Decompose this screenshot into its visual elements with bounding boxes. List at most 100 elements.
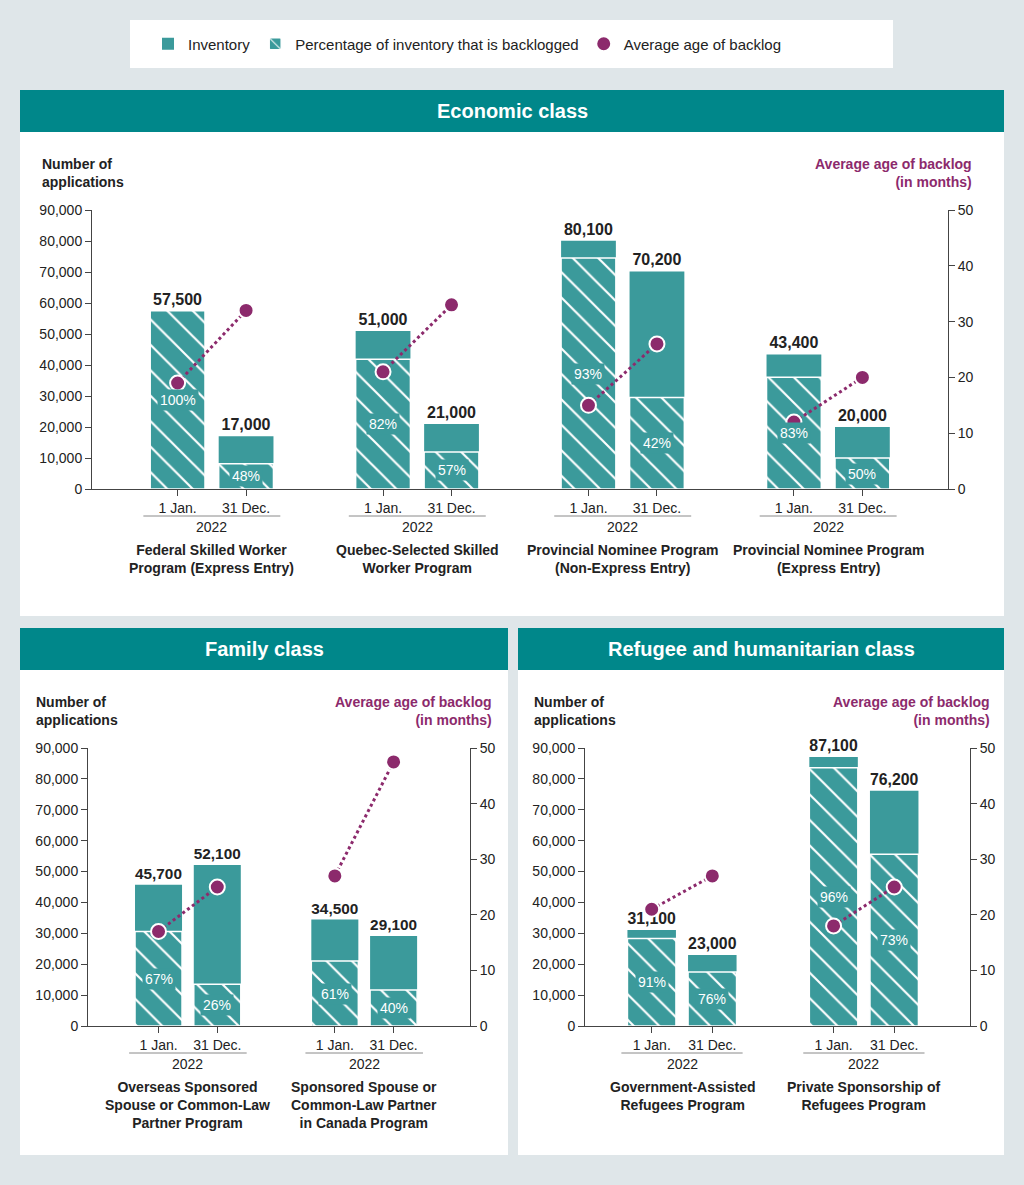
svg-text:20,000: 20,000 [532,956,575,972]
svg-text:50: 50 [480,740,496,756]
svg-text:20: 20 [958,369,974,385]
svg-text:30: 30 [980,851,996,867]
svg-text:10,000: 10,000 [532,987,575,1003]
svg-text:100%: 100% [160,392,196,408]
svg-text:42%: 42% [643,435,671,451]
svg-text:50: 50 [958,202,974,218]
svg-text:Provincial Nominee Program(Non: Provincial Nominee Program(Non-Express E… [527,542,718,576]
svg-text:20: 20 [980,907,996,923]
svg-text:70,000: 70,000 [532,802,575,818]
svg-text:82%: 82% [369,416,397,432]
svg-text:1 Jan.: 1 Jan. [364,500,402,516]
svg-text:52,100: 52,100 [194,845,241,862]
svg-text:Average age of backlog: Average age of backlog [624,36,781,53]
svg-text:20: 20 [480,907,496,923]
svg-text:60,000: 60,000 [35,833,78,849]
svg-text:45,700: 45,700 [135,865,182,882]
svg-text:57,500: 57,500 [153,291,202,308]
svg-text:26%: 26% [203,997,231,1013]
svg-text:40: 40 [958,258,974,274]
svg-text:50%: 50% [848,466,876,482]
svg-text:Provincial Nominee Program(Exp: Provincial Nominee Program(Express Entry… [733,542,924,576]
svg-text:31 Dec.: 31 Dec. [222,500,270,516]
svg-text:2022: 2022 [172,1056,203,1072]
svg-text:31 Dec.: 31 Dec. [427,500,475,516]
svg-text:1 Jan.: 1 Jan. [316,1037,354,1053]
svg-text:31 Dec.: 31 Dec. [633,500,681,516]
svg-text:10: 10 [958,425,974,441]
svg-text:Family class: Family class [205,638,324,660]
svg-text:31 Dec.: 31 Dec. [870,1037,918,1053]
svg-text:48%: 48% [232,468,260,484]
svg-text:90,000: 90,000 [532,740,575,756]
svg-text:80,000: 80,000 [532,771,575,787]
svg-text:34,500: 34,500 [311,900,358,917]
svg-text:50,000: 50,000 [532,863,575,879]
svg-text:1 Jan.: 1 Jan. [775,500,813,516]
svg-text:31 Dec.: 31 Dec. [369,1037,417,1053]
svg-text:2022: 2022 [196,519,227,535]
svg-text:76%: 76% [698,991,726,1007]
svg-text:Government-AssistedRefugees Pr: Government-AssistedRefugees Program [610,1079,755,1113]
svg-text:1 Jan.: 1 Jan. [139,1037,177,1053]
svg-text:90,000: 90,000 [39,202,82,218]
svg-text:2022: 2022 [607,519,638,535]
svg-text:0: 0 [958,481,966,497]
svg-text:60,000: 60,000 [532,833,575,849]
svg-text:10,000: 10,000 [35,987,78,1003]
svg-text:80,100: 80,100 [564,221,613,238]
svg-text:29,100: 29,100 [370,916,417,933]
svg-text:43,400: 43,400 [769,334,818,351]
svg-text:Average age of backlog(in mont: Average age of backlog(in months) [815,156,972,190]
svg-text:50: 50 [980,740,996,756]
svg-text:0: 0 [74,481,82,497]
svg-text:40: 40 [980,796,996,812]
svg-text:40: 40 [480,796,496,812]
svg-text:Economic class: Economic class [437,100,588,122]
svg-text:70,000: 70,000 [35,802,78,818]
svg-text:1 Jan.: 1 Jan. [815,1037,853,1053]
svg-text:40,000: 40,000 [39,357,82,373]
svg-text:50,000: 50,000 [39,326,82,342]
svg-text:Average age of backlog(in mont: Average age of backlog(in months) [335,694,492,728]
svg-text:73%: 73% [880,932,908,948]
svg-text:Quebec-Selected SkilledWorker: Quebec-Selected SkilledWorker Program [336,542,499,576]
svg-text:Number ofapplications: Number ofapplications [534,694,616,728]
svg-text:70,000: 70,000 [39,264,82,280]
svg-text:31 Dec.: 31 Dec. [688,1037,736,1053]
svg-text:87,100: 87,100 [809,737,858,754]
svg-text:76,200: 76,200 [870,771,919,788]
svg-text:60,000: 60,000 [39,295,82,311]
svg-text:21,000: 21,000 [427,404,476,421]
svg-text:Number ofapplications: Number ofapplications [36,694,118,728]
svg-text:Percentage of inventory that i: Percentage of inventory that is backlogg… [295,36,579,53]
svg-text:70,200: 70,200 [632,251,681,268]
svg-text:1 Jan.: 1 Jan. [159,500,197,516]
svg-text:1 Jan.: 1 Jan. [569,500,607,516]
svg-text:20,000: 20,000 [39,419,82,435]
svg-text:23,000: 23,000 [688,935,737,952]
svg-text:80,000: 80,000 [35,771,78,787]
svg-text:61%: 61% [321,986,349,1002]
svg-text:Sponsored Spouse orCommon-Law: Sponsored Spouse orCommon-Law Partnerin … [291,1079,437,1131]
svg-text:2022: 2022 [667,1056,698,1072]
svg-text:31,100: 31,100 [627,910,676,927]
svg-text:17,000: 17,000 [222,416,271,433]
svg-text:10: 10 [980,962,996,978]
svg-text:Federal Skilled WorkerProgram: Federal Skilled WorkerProgram (Express E… [129,542,294,576]
svg-text:Average age of backlog(in mont: Average age of backlog(in months) [833,694,990,728]
svg-text:0: 0 [567,1018,575,1034]
svg-text:Private Sponsorship ofRefugees: Private Sponsorship ofRefugees Program [787,1079,941,1113]
svg-text:31 Dec.: 31 Dec. [193,1037,241,1053]
svg-text:10: 10 [480,962,496,978]
svg-text:30,000: 30,000 [35,925,78,941]
svg-text:0: 0 [980,1018,988,1034]
svg-text:20,000: 20,000 [35,956,78,972]
svg-text:2022: 2022 [349,1056,380,1072]
svg-text:2022: 2022 [848,1056,879,1072]
svg-text:51,000: 51,000 [359,311,408,328]
svg-text:83%: 83% [780,425,808,441]
svg-text:40,000: 40,000 [532,894,575,910]
svg-text:90,000: 90,000 [35,740,78,756]
svg-text:30,000: 30,000 [532,925,575,941]
